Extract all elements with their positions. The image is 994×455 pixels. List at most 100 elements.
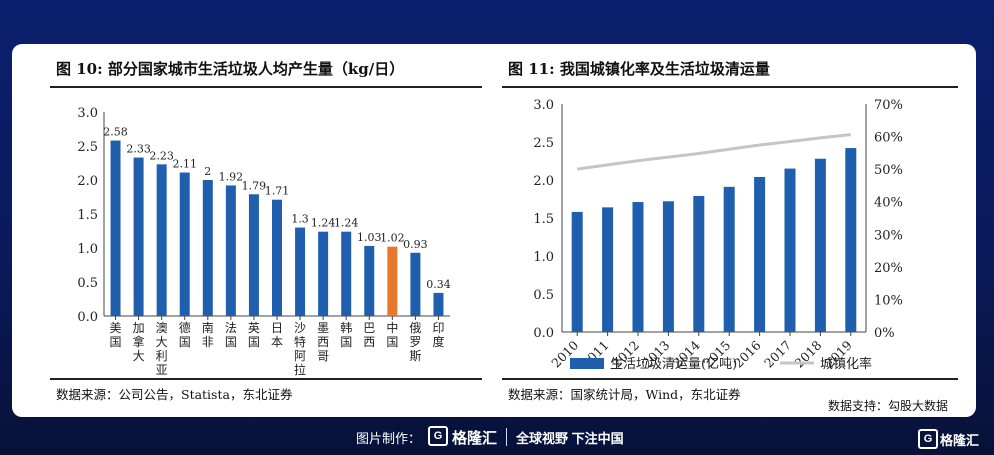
chart10-x-tick-label: 加拿大 [133, 321, 145, 363]
made-by-label: 图片制作： [356, 431, 422, 446]
chart10-bar [272, 199, 282, 316]
chart11-title: 图 11: 我国城镇化率及生活垃圾清运量 [508, 60, 770, 78]
chart10-x-tick-label: 印度 [432, 321, 444, 349]
data-support-note: 数据支持：勾股大数据 [828, 399, 949, 413]
chart11-left-tick-label: 1.5 [533, 212, 554, 227]
chart10-x-tick-label: 中国 [386, 320, 398, 349]
chart10-bar [156, 164, 167, 316]
chart10-data-label: 1.71 [265, 185, 290, 198]
chart11-x-tick-label: 2017 [761, 337, 794, 370]
chart11-left-tick-label: 2.0 [533, 174, 554, 189]
chart10-bar-chart: 0.0 0.5 1.0 1.5 2.0 2.5 3.0 2.58 美国 2.33 加拿大 2.23 澳大… [77, 106, 451, 380]
chart10-x-tick-label: 美国 [110, 321, 122, 349]
chart11-bottom-rule [502, 378, 958, 380]
chart11-legend-line-label: 城镇化率 [820, 356, 872, 372]
chart10-y-tick-label: 0.0 [77, 310, 98, 325]
chart11-legend-bar-swatch [570, 358, 604, 369]
chart10-data-label: 1.02 [380, 232, 405, 245]
chart10-title: 图 10: 部分国家城市生活垃圾人均产生量（kg/日） [56, 60, 405, 78]
chart10-data-label: 2.23 [149, 149, 174, 162]
corner-logo-icon: G [918, 429, 938, 449]
chart10-bar [110, 140, 121, 316]
chart10-y-tick-label: 1.5 [77, 208, 98, 223]
chart10-x-tick-label: 法国 [225, 321, 237, 349]
chart10-source: 数据来源：公司公告，Statista，东北证券 [56, 387, 293, 402]
chart11-combo-chart: 0.0 0.5 1.0 1.5 2.0 2.5 3.0 0% 10% 20% 30% 40% 50% 60… [533, 98, 903, 372]
chart10-x-tick-label: 英国 [248, 321, 260, 349]
chart10-y-tick-label: 0.5 [77, 276, 98, 291]
chart10-bar [202, 180, 213, 316]
chart11-legend-bar-label: 生活垃圾清运量(亿吨) [610, 357, 737, 372]
chart10-x-tick-label: 韩国 [340, 320, 352, 349]
chart10-x-tick-label: 南非 [202, 320, 214, 349]
chart10-y-tick-label: 2.5 [77, 140, 98, 155]
chart11-bar [754, 176, 766, 332]
chart10-x-tick-label: 俄罗斯 [409, 321, 421, 363]
chart10-x-tick-label: 澳大利亚 [156, 321, 168, 377]
chart10-top-rule [50, 86, 482, 88]
footer-logo-name: 格隆汇 [452, 430, 498, 447]
chart10-bar [295, 227, 306, 316]
chart10-bottom-rule [50, 378, 482, 380]
chart11-right-tick-label: 40% [874, 196, 903, 211]
chart10-data-label: 2 [204, 165, 211, 178]
chart11-right-tick-label: 50% [874, 163, 903, 178]
chart11-line-series [576, 133, 851, 171]
chart11-left-tick-label: 3.0 [533, 98, 554, 113]
chart10-y-tick-label: 3.0 [77, 106, 98, 121]
chart10-data-label: 1.24 [311, 217, 336, 230]
chart11-bar [723, 186, 735, 332]
chart10-data-label: 1.03 [357, 231, 382, 244]
chart10-data-label: 0.93 [403, 238, 428, 251]
corner-logo-name: 格隆汇 [940, 433, 980, 448]
chart10-bar [179, 172, 190, 316]
chart11-right-tick-label: 30% [874, 228, 903, 243]
chart11-right-tick-label: 60% [874, 131, 903, 146]
chart10-bar [225, 185, 236, 316]
chart10-bar [410, 252, 421, 316]
chart10-y-tick-label: 1.0 [77, 242, 98, 257]
chart11-left-tick-label: 1.0 [533, 250, 554, 265]
chart10-data-label: 2.58 [103, 126, 128, 139]
chart11-right-tick-label: 0% [874, 326, 895, 341]
chart11-bar [571, 211, 583, 332]
chart10-data-label: 2.33 [126, 143, 151, 156]
chart10-data-label: 1.3 [291, 213, 309, 226]
chart10-data-label: 2.11 [172, 158, 197, 171]
chart10-bar [133, 157, 144, 316]
chart11-bar [662, 201, 674, 332]
chart11-right-tick-label: 20% [874, 261, 903, 276]
chart10-data-label: 1.24 [334, 217, 359, 230]
footer-slogan: 全球视野 下注中国 [516, 431, 624, 446]
chart11-right-tick-label: 70% [874, 98, 903, 113]
footer-bar: 图片制作： G 格隆汇 全球视野 下注中国 G 格隆汇 [0, 420, 994, 455]
chart11-top-rule [502, 86, 958, 88]
chart11-bar [693, 195, 705, 332]
chart10-bar [364, 245, 375, 316]
chart10-data-label: 0.34 [426, 278, 451, 291]
chart11-bar [602, 207, 614, 332]
chart11-source: 数据来源：国家统计局，Wind，东北证券 [508, 387, 741, 402]
chart11-bar [784, 168, 796, 332]
chart11-left-tick-label: 0.5 [533, 288, 554, 303]
chart11-left-tick-label: 2.5 [533, 136, 554, 151]
chart10-x-tick-label: 德国 [179, 320, 191, 349]
chart11-bar [845, 148, 857, 332]
footer-divider [506, 428, 507, 446]
chart11-right-tick-label: 10% [874, 293, 903, 308]
chart10-data-label: 1.79 [242, 179, 267, 192]
chart10-x-tick-label: 沙特阿拉伯 [294, 321, 306, 380]
chart10-bar [341, 231, 352, 316]
chart10-x-tick-label: 日本 [271, 321, 283, 349]
chart10-y-tick-label: 2.0 [77, 174, 98, 189]
report-card: 图 10: 部分国家城市生活垃圾人均产生量（kg/日） 图 11: 我国城镇化率… [12, 44, 976, 417]
chart11-bar [814, 158, 826, 332]
chart10-bar [433, 292, 444, 316]
gelonghui-logo-icon: G [428, 426, 448, 446]
chart10-bar [248, 194, 259, 316]
chart11-bar [632, 202, 644, 332]
chart10-data-label: 1.92 [219, 170, 244, 183]
chart10-x-tick-label: 墨西哥 [317, 321, 329, 363]
chart10-x-tick-label: 巴西 [363, 321, 375, 349]
chart10-bar [318, 231, 329, 316]
